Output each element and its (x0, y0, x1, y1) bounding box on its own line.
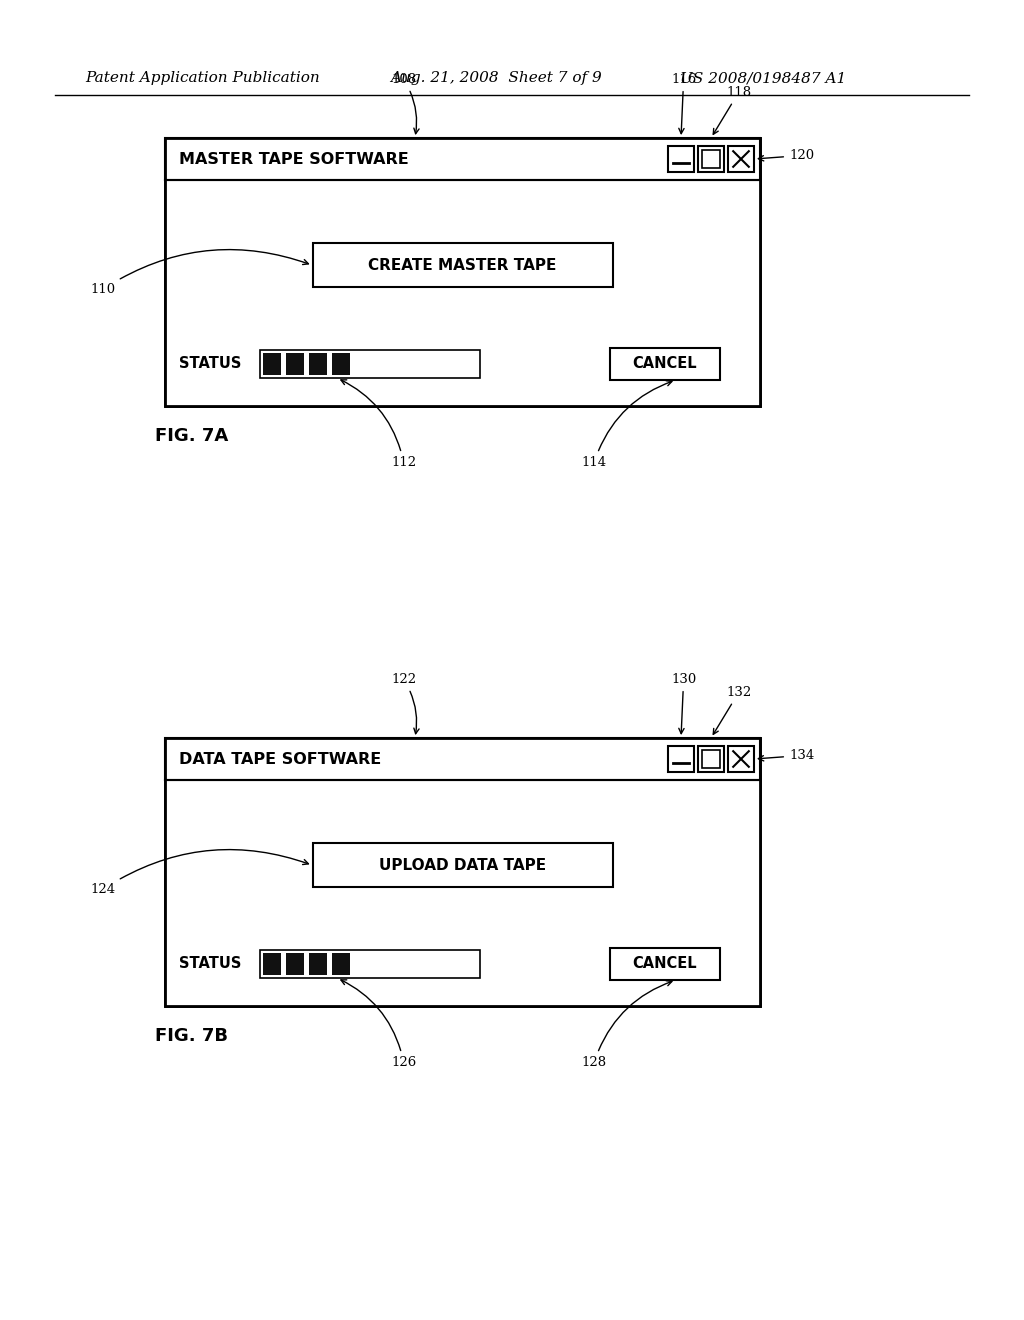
Text: CANCEL: CANCEL (633, 957, 697, 972)
Bar (332, 352, 350, 375)
Text: 114: 114 (582, 380, 672, 469)
Bar (701, 150, 720, 168)
Text: MASTER TAPE SOFTWARE: MASTER TAPE SOFTWARE (179, 152, 409, 166)
Text: 120: 120 (759, 149, 814, 162)
Bar (165, 738, 760, 780)
Text: 132: 132 (714, 686, 752, 734)
Bar (728, 746, 754, 772)
Bar (701, 750, 720, 768)
Bar (698, 147, 724, 172)
Text: DATA TAPE SOFTWARE: DATA TAPE SOFTWARE (179, 751, 381, 767)
Text: Patent Application Publication: Patent Application Publication (85, 71, 319, 84)
Text: 122: 122 (391, 673, 419, 734)
Text: 108: 108 (391, 73, 419, 133)
Text: FIG. 7B: FIG. 7B (155, 1027, 228, 1045)
Bar (286, 953, 304, 975)
Bar (668, 746, 694, 772)
Bar (312, 243, 612, 288)
Text: 124: 124 (90, 850, 308, 896)
Bar (309, 352, 327, 375)
Text: 134: 134 (759, 748, 814, 762)
Bar (286, 352, 304, 375)
Bar (698, 746, 724, 772)
Bar (728, 147, 754, 172)
Bar (165, 139, 760, 180)
Bar (312, 843, 612, 887)
Bar (309, 953, 327, 975)
Text: 118: 118 (714, 86, 752, 135)
Text: 128: 128 (582, 981, 672, 1069)
Text: 110: 110 (90, 249, 308, 296)
Bar (165, 180, 760, 407)
Text: FIG. 7A: FIG. 7A (155, 426, 228, 445)
Text: Aug. 21, 2008  Sheet 7 of 9: Aug. 21, 2008 Sheet 7 of 9 (390, 71, 602, 84)
Bar (668, 147, 694, 172)
Text: 112: 112 (341, 380, 416, 469)
Bar (260, 950, 480, 978)
Bar (263, 352, 281, 375)
Bar (165, 738, 760, 1006)
Bar (165, 738, 760, 1006)
Bar (165, 139, 760, 407)
Bar (610, 348, 720, 380)
Text: CANCEL: CANCEL (633, 356, 697, 371)
Bar (260, 350, 480, 378)
Text: UPLOAD DATA TAPE: UPLOAD DATA TAPE (379, 858, 546, 873)
Text: CREATE MASTER TAPE: CREATE MASTER TAPE (369, 257, 557, 273)
Bar (165, 139, 760, 407)
Text: 116: 116 (671, 73, 696, 133)
Text: 130: 130 (671, 673, 696, 734)
Text: 126: 126 (341, 979, 417, 1069)
Text: STATUS: STATUS (179, 957, 242, 972)
Bar (263, 953, 281, 975)
Text: STATUS: STATUS (179, 356, 242, 371)
Bar (332, 953, 350, 975)
Bar (165, 780, 760, 1006)
Text: US 2008/0198487 A1: US 2008/0198487 A1 (680, 71, 846, 84)
Bar (610, 948, 720, 979)
